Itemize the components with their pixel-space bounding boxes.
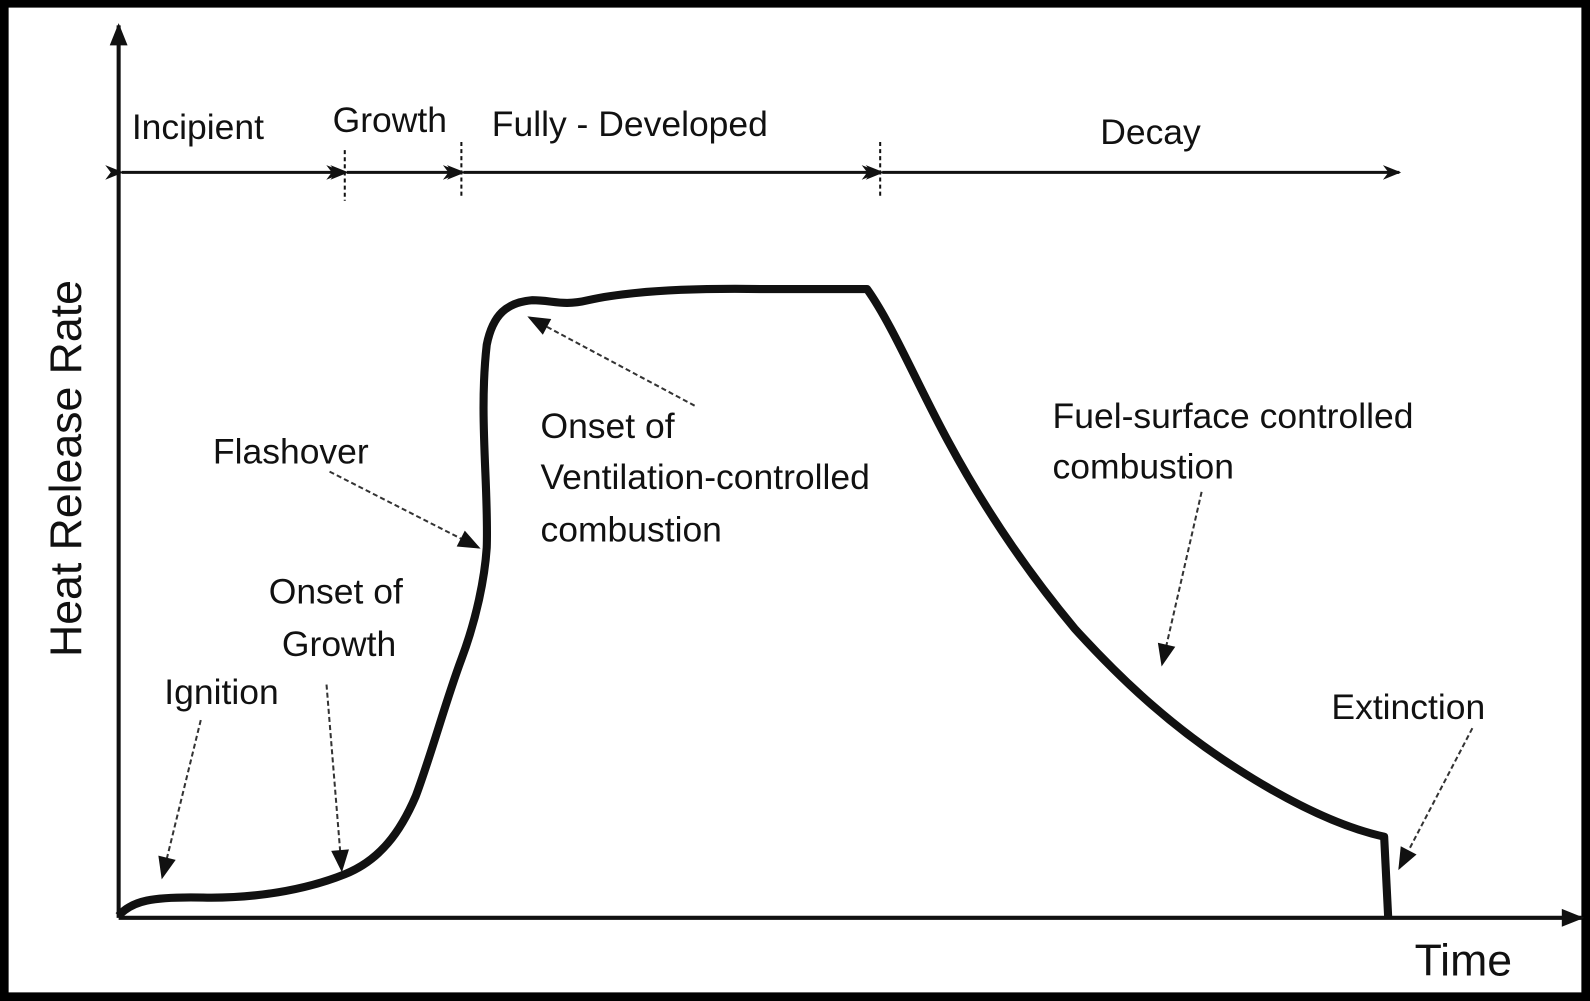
annotation: Ignition: [164, 672, 278, 712]
annotation: Ventilation-controlled: [540, 457, 869, 497]
phase-line: [105, 141, 1402, 201]
annotation-arrows: [158, 316, 1474, 880]
phase-label: Growth: [333, 100, 447, 140]
phase-label: Decay: [1100, 112, 1201, 152]
y-axis-label: Heat Release Rate: [42, 280, 91, 657]
annotation: Fuel-surface controlled: [1053, 396, 1414, 436]
annotation: Extinction: [1331, 687, 1485, 727]
annotation: Flashover: [213, 431, 369, 471]
phase-label: Incipient: [132, 107, 264, 147]
annotation: combustion: [540, 510, 721, 550]
heat-release-curve: [115, 284, 1393, 919]
annotation: Growth: [282, 624, 396, 664]
annotation: Onset of: [269, 571, 403, 611]
x-axis-label: Time: [1415, 937, 1512, 986]
annotation: Onset of: [540, 406, 674, 446]
annotation: combustion: [1053, 447, 1234, 487]
phase-label: Fully - Developed: [492, 104, 768, 144]
